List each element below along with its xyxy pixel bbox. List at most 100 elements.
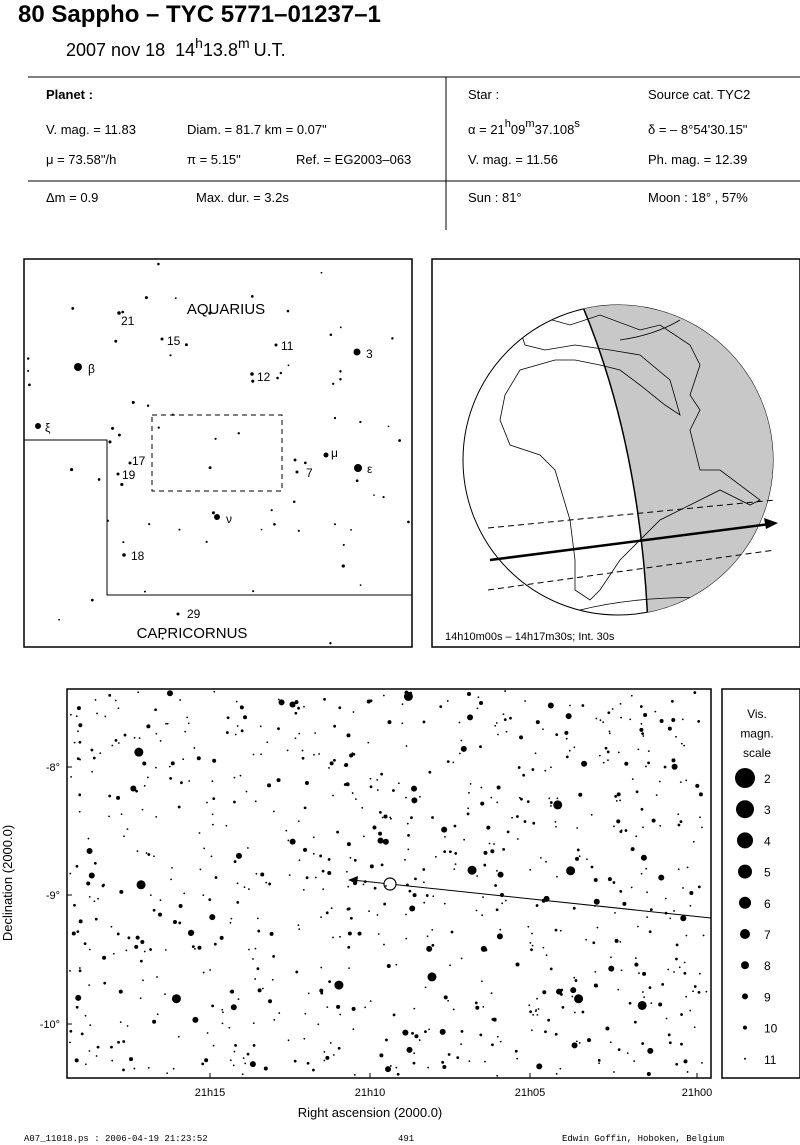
star — [252, 753, 255, 756]
star — [135, 935, 140, 940]
x-tick-label: 21h10 — [355, 1087, 386, 1099]
star — [87, 837, 90, 840]
star — [531, 944, 534, 947]
star — [355, 798, 357, 801]
star — [135, 789, 139, 793]
star — [193, 747, 196, 749]
star — [496, 785, 501, 790]
star — [536, 1063, 543, 1070]
star — [697, 990, 701, 994]
star — [509, 716, 512, 720]
star — [454, 863, 457, 866]
star — [668, 1041, 672, 1045]
star — [620, 716, 623, 719]
star — [320, 991, 324, 995]
star — [616, 819, 621, 824]
star — [424, 986, 427, 989]
star — [206, 1032, 209, 1034]
star — [221, 1022, 224, 1025]
star — [682, 887, 684, 889]
star — [383, 814, 388, 819]
star — [254, 978, 257, 980]
star — [75, 994, 82, 1001]
star — [188, 780, 191, 782]
star — [685, 934, 688, 937]
star — [697, 885, 701, 889]
star — [460, 745, 467, 752]
star-label: ε — [367, 462, 373, 476]
star — [130, 785, 137, 792]
star — [269, 931, 274, 936]
star — [542, 728, 544, 731]
star — [568, 749, 571, 752]
star — [548, 797, 551, 800]
star — [539, 856, 542, 859]
star — [702, 934, 705, 937]
star-phmag: Ph. mag. = 12.39 — [648, 152, 747, 167]
star — [143, 784, 146, 787]
star — [95, 1055, 98, 1057]
star — [233, 860, 237, 863]
star — [155, 732, 158, 735]
timescale: U.T. — [254, 40, 286, 60]
star — [213, 942, 217, 946]
star — [108, 440, 112, 444]
x-tick-label: 21h15 — [195, 1087, 226, 1099]
star-label: 19 — [122, 468, 136, 482]
star — [406, 883, 409, 887]
star — [659, 719, 664, 724]
star — [259, 725, 262, 728]
footer-file: A07_11018.ps : 2006-04-19 21:23:52 — [24, 1134, 208, 1144]
star — [225, 824, 228, 827]
star — [295, 470, 299, 474]
star — [641, 991, 644, 993]
star — [328, 767, 330, 769]
star — [559, 929, 562, 932]
star — [286, 749, 289, 752]
star — [247, 888, 250, 891]
star — [235, 852, 242, 859]
star — [252, 1044, 256, 1047]
star — [75, 864, 79, 868]
star — [426, 945, 433, 952]
star — [70, 713, 72, 716]
star — [574, 994, 584, 1004]
star — [459, 752, 461, 755]
hour: 14 — [175, 40, 195, 60]
star — [590, 813, 593, 816]
star — [448, 850, 452, 854]
star — [239, 705, 244, 710]
star — [545, 954, 548, 957]
star — [422, 868, 426, 871]
star — [639, 727, 644, 732]
star — [390, 817, 392, 820]
star — [506, 830, 510, 834]
star — [382, 838, 389, 845]
star — [683, 971, 687, 975]
star — [593, 898, 600, 905]
star — [144, 296, 148, 300]
star — [276, 376, 279, 380]
star — [406, 822, 409, 825]
star — [667, 968, 670, 971]
star — [573, 1011, 576, 1014]
star — [320, 271, 323, 274]
star — [140, 939, 145, 944]
star — [602, 721, 605, 724]
y-tick-label: -8° — [46, 762, 60, 774]
star — [212, 797, 216, 800]
star — [586, 858, 588, 861]
star — [78, 967, 81, 969]
star — [518, 796, 521, 799]
star — [86, 847, 93, 854]
star — [196, 756, 201, 761]
star — [406, 1046, 413, 1053]
star — [205, 540, 208, 543]
star — [617, 988, 620, 991]
star — [204, 1058, 209, 1063]
star — [479, 745, 482, 749]
star — [481, 949, 484, 952]
star — [89, 1024, 92, 1027]
star — [412, 1061, 416, 1065]
